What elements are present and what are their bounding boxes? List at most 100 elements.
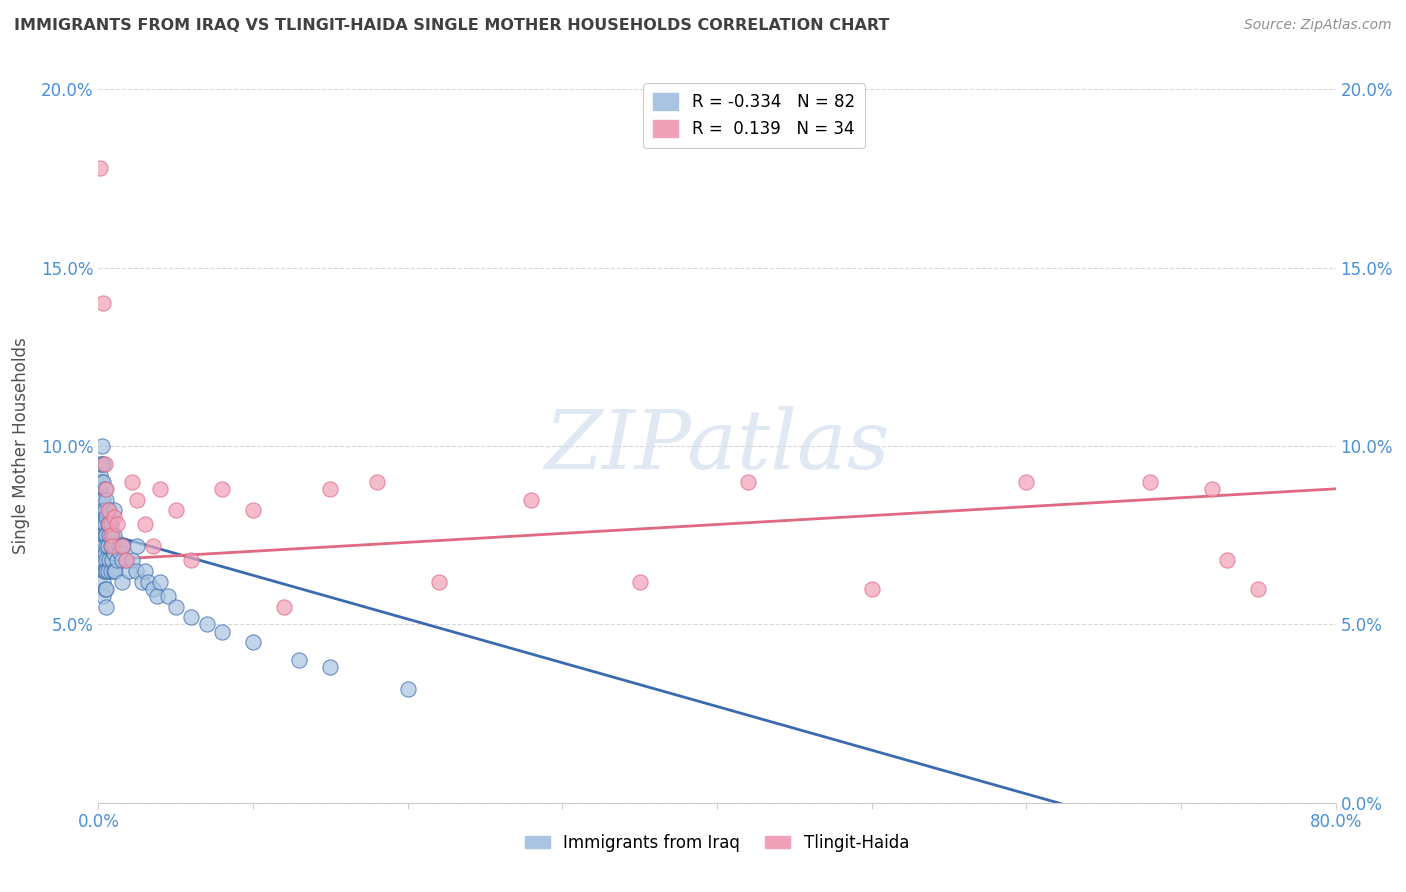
Text: Source: ZipAtlas.com: Source: ZipAtlas.com	[1244, 18, 1392, 32]
Point	[90, 528, 112, 542]
Point	[91, 564, 114, 578]
Point	[91, 475, 114, 489]
Point	[427, 574, 450, 589]
Point	[118, 564, 141, 578]
Point	[93, 564, 115, 578]
Point	[124, 564, 146, 578]
Point	[1015, 475, 1038, 489]
Point	[90, 503, 112, 517]
Point	[89, 510, 111, 524]
Point	[180, 610, 202, 624]
Point	[112, 539, 135, 553]
Point	[141, 539, 165, 553]
Point	[90, 492, 112, 507]
Point	[91, 553, 114, 567]
Point	[93, 517, 115, 532]
Point	[93, 582, 115, 596]
Point	[273, 599, 295, 614]
Point	[101, 553, 124, 567]
Point	[115, 553, 138, 567]
Point	[100, 539, 122, 553]
Point	[146, 589, 169, 603]
Point	[98, 528, 121, 542]
Text: ZIPatlas: ZIPatlas	[544, 406, 890, 486]
Point	[93, 457, 115, 471]
Point	[319, 482, 342, 496]
Point	[165, 503, 187, 517]
Point	[96, 553, 118, 567]
Text: IMMIGRANTS FROM IRAQ VS TLINGIT-HAIDA SINGLE MOTHER HOUSEHOLDS CORRELATION CHART: IMMIGRANTS FROM IRAQ VS TLINGIT-HAIDA SI…	[14, 18, 890, 33]
Point	[121, 553, 143, 567]
Point	[96, 492, 118, 507]
Point	[103, 546, 125, 560]
Point	[115, 553, 138, 567]
Point	[860, 582, 883, 596]
Point	[131, 574, 153, 589]
Point	[89, 457, 111, 471]
Point	[134, 517, 156, 532]
Point	[97, 517, 120, 532]
Point	[98, 503, 121, 517]
Point	[93, 546, 115, 560]
Point	[97, 503, 120, 517]
Point	[96, 564, 118, 578]
Point	[195, 617, 218, 632]
Point	[149, 574, 172, 589]
Point	[520, 492, 543, 507]
Point	[96, 528, 118, 542]
Point	[211, 482, 233, 496]
Point	[127, 492, 149, 507]
Point	[103, 528, 125, 542]
Point	[91, 492, 114, 507]
Point	[89, 161, 111, 175]
Point	[1139, 475, 1161, 489]
Point	[91, 517, 114, 532]
Point	[127, 539, 149, 553]
Point	[1216, 553, 1239, 567]
Point	[91, 296, 114, 310]
Point	[104, 564, 127, 578]
Point	[91, 528, 114, 542]
Point	[104, 539, 127, 553]
Point	[134, 564, 156, 578]
Point	[96, 599, 118, 614]
Point	[107, 539, 129, 553]
Point	[96, 510, 118, 524]
Point	[136, 574, 159, 589]
Point	[96, 582, 118, 596]
Point	[103, 564, 125, 578]
Point	[101, 528, 124, 542]
Y-axis label: Single Mother Households: Single Mother Households	[11, 338, 30, 554]
Point	[103, 510, 125, 524]
Point	[100, 528, 122, 542]
Point	[93, 503, 115, 517]
Point	[100, 517, 122, 532]
Point	[149, 482, 172, 496]
Point	[366, 475, 388, 489]
Point	[89, 467, 111, 482]
Point	[96, 539, 118, 553]
Point	[91, 589, 114, 603]
Point	[111, 539, 132, 553]
Point	[90, 457, 112, 471]
Point	[93, 482, 115, 496]
Point	[89, 492, 111, 507]
Point	[96, 482, 118, 496]
Point	[101, 539, 124, 553]
Point	[121, 475, 143, 489]
Point	[165, 599, 187, 614]
Point	[141, 582, 165, 596]
Point	[90, 439, 112, 453]
Point	[90, 475, 112, 489]
Point	[100, 564, 122, 578]
Point	[91, 457, 114, 471]
Point	[105, 553, 128, 567]
Point	[91, 574, 114, 589]
Point	[319, 660, 342, 674]
Point	[1247, 582, 1270, 596]
Point	[97, 564, 120, 578]
Point	[111, 574, 132, 589]
Point	[98, 517, 121, 532]
Point	[180, 553, 202, 567]
Legend: Immigrants from Iraq, Tlingit-Haida: Immigrants from Iraq, Tlingit-Haida	[519, 828, 915, 859]
